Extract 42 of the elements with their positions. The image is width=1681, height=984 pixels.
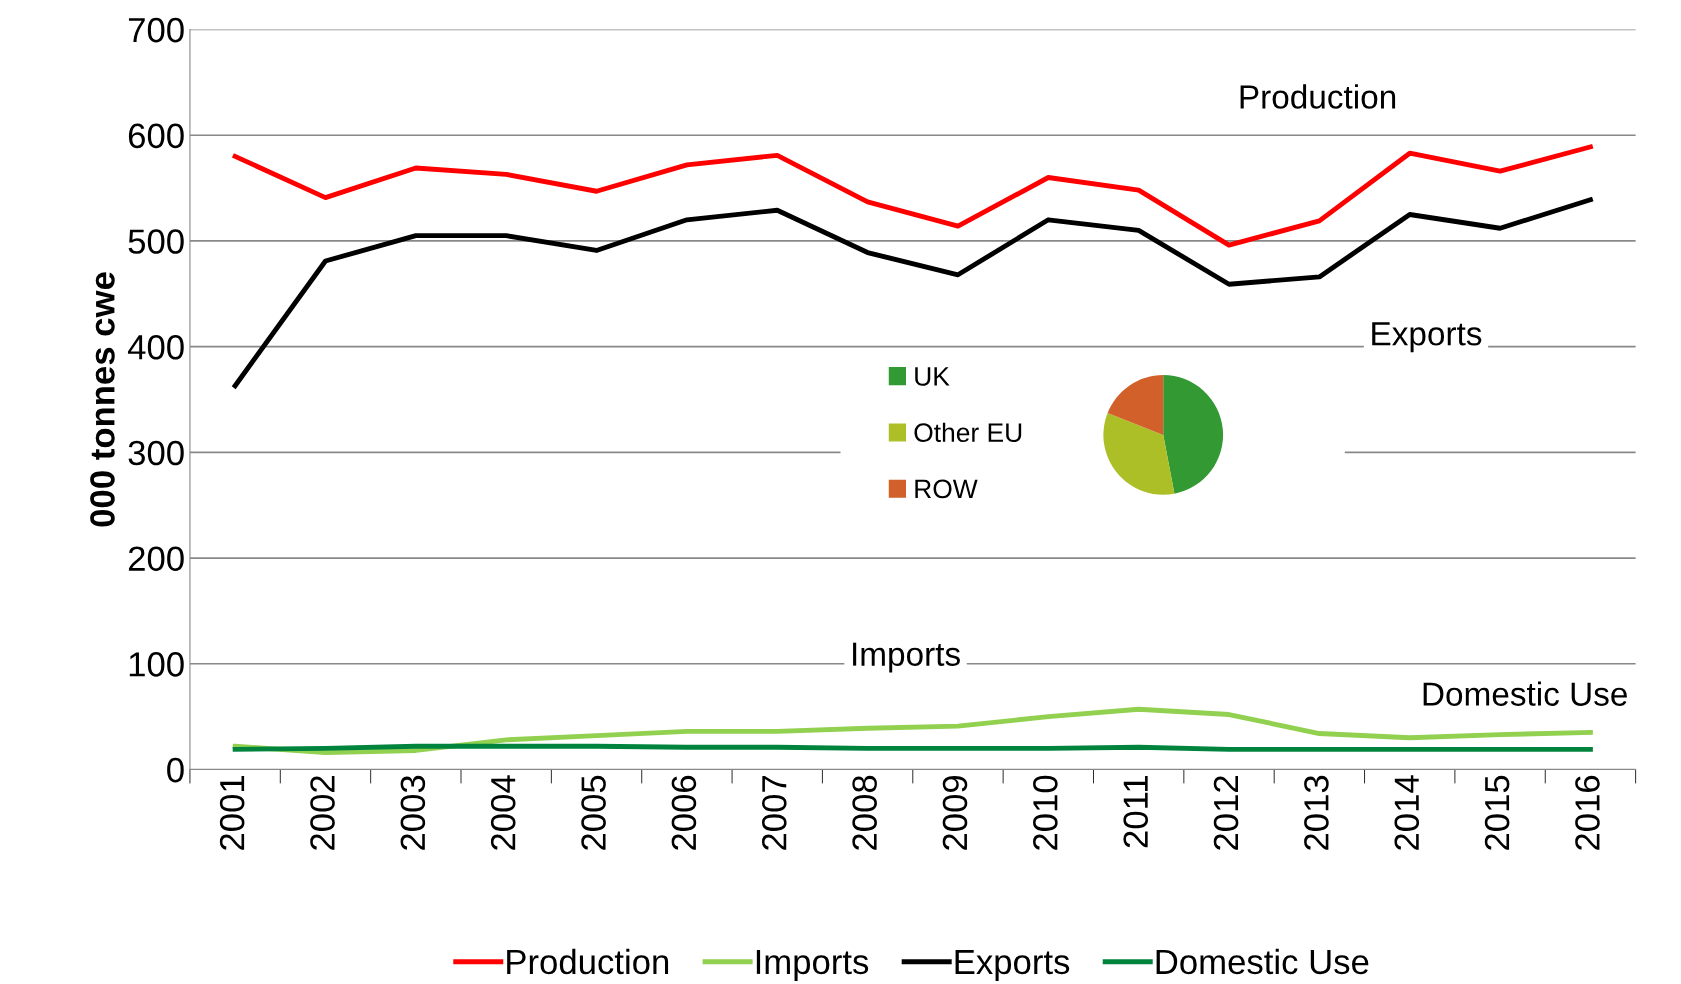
- pie-slice: [1107, 375, 1164, 435]
- annotation: Domestic Use: [1423, 681, 1627, 706]
- x-tick-label: 2016: [1575, 775, 1600, 850]
- annotation: Imports: [853, 642, 960, 673]
- pie-slice: [1163, 375, 1224, 494]
- x-tick-label: 2013: [1304, 775, 1329, 850]
- x-tick-label: 2012: [1213, 776, 1239, 850]
- pie-slice: [1103, 412, 1175, 495]
- x-tick-label: 2005: [581, 775, 606, 850]
- y-tick-label: 300: [128, 440, 184, 466]
- line-series: [232, 144, 1593, 248]
- y-axis-title: 000 tonnes cwe: [90, 272, 115, 527]
- legend-label: ROW: [915, 479, 978, 499]
- legend-label: Exports: [955, 950, 1070, 982]
- legend-label: Domestic Use: [1156, 948, 1369, 975]
- y-tick-label: 700: [128, 17, 184, 43]
- legend-label: Imports: [756, 950, 869, 982]
- x-tick-label: 2007: [761, 776, 787, 850]
- legend-label: Other EU: [914, 422, 1022, 443]
- y-tick-label: 500: [128, 229, 184, 254]
- x-tick-label: 2003: [400, 775, 426, 850]
- x-tick-label: 2014: [1394, 775, 1420, 850]
- x-tick-label: 2006: [671, 775, 697, 850]
- legend-label: UK: [915, 367, 950, 386]
- line-series: [232, 706, 1593, 755]
- x-tick-label: 2011: [1123, 776, 1148, 848]
- x-tick-label: 2001: [219, 776, 245, 850]
- x-tick-label: 2010: [1033, 775, 1058, 850]
- x-tick-label: 2009: [942, 775, 968, 850]
- annotation: Exports: [1372, 322, 1482, 353]
- y-tick-label: 600: [128, 123, 184, 149]
- y-tick-label: 0: [167, 757, 184, 783]
- y-tick-label: 100: [129, 652, 184, 677]
- y-tick-label: 400: [127, 334, 184, 360]
- y-tick-label: 200: [128, 546, 184, 571]
- legend-label: Production: [507, 948, 669, 975]
- x-tick-label: 2015: [1484, 775, 1510, 850]
- x-tick-label: 2008: [852, 775, 877, 850]
- x-tick-label: 2004: [490, 775, 516, 850]
- annotation: Production: [1240, 84, 1396, 109]
- line-series: [232, 197, 1593, 389]
- x-tick-label: 2002: [310, 776, 335, 850]
